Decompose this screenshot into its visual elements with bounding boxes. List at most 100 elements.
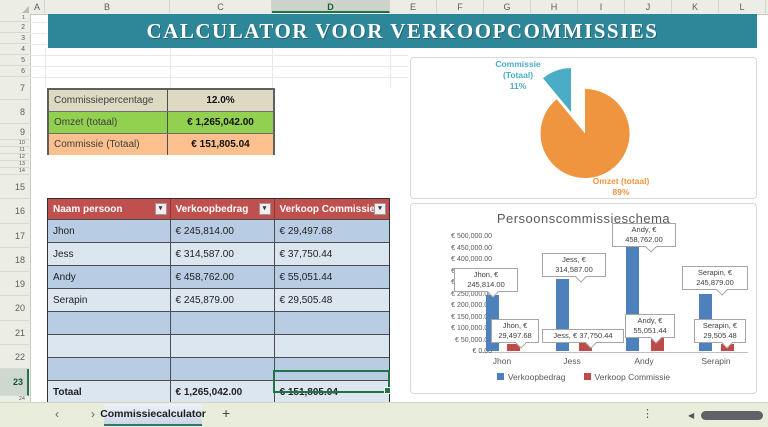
total-label-cell[interactable]: Totaal	[48, 381, 171, 403]
table-cell[interactable]: € 29,497.68	[279, 225, 333, 237]
table-cell[interactable]	[48, 312, 171, 334]
data-label-callout: Jhon, € 29,497.68	[491, 319, 539, 349]
new-sheet-button[interactable]: +	[222, 405, 231, 421]
row-header-18[interactable]: 18	[0, 248, 29, 272]
row-header-13[interactable]: 13	[0, 161, 29, 168]
summary-label[interactable]: Commissie (Totaal)	[49, 134, 168, 155]
filter-dropdown-icon[interactable]: ▾	[154, 203, 167, 215]
table-total-row: Totaal € 1,265,042.00 € 151,805.04	[48, 380, 389, 403]
column-header-H[interactable]: H	[531, 0, 578, 13]
table-cell[interactable]	[275, 358, 390, 380]
summary-value[interactable]: 12.0%	[206, 95, 235, 106]
table-row: Andy € 458,762.00 € 55,051.44	[48, 265, 389, 288]
col-header-verkoop-commissie[interactable]: Verkoop Commissie ▾	[275, 199, 390, 219]
table-cell[interactable]: € 245,814.00	[171, 220, 275, 242]
data-label-callout: Jhon, € 245,814.00	[454, 268, 518, 298]
row-header-3[interactable]: 3	[0, 33, 29, 44]
table-cell[interactable]: Jess	[48, 243, 171, 265]
gridline	[30, 22, 47, 23]
table-cell[interactable]: € 37,750.44	[279, 248, 333, 260]
summary-value[interactable]: € 1,265,042.00	[187, 117, 254, 128]
total-verkoopbedrag-cell[interactable]: € 1,265,042.00	[171, 381, 275, 403]
row-header-11[interactable]: 11	[0, 147, 29, 154]
select-all-corner[interactable]	[0, 0, 31, 15]
table-cell[interactable]: € 29,505.48	[279, 294, 333, 306]
row-header-16[interactable]: 16	[0, 199, 29, 224]
filter-dropdown-icon[interactable]: ▾	[258, 203, 271, 215]
table-cell[interactable]: Andy	[48, 266, 171, 288]
filter-dropdown-icon[interactable]: ▾	[374, 203, 386, 215]
summary-table: Commissiepercentage 12.0% Omzet (totaal)…	[47, 88, 275, 155]
row-header-19[interactable]: 19	[0, 272, 29, 296]
table-cell[interactable]: € 55,051.44	[279, 271, 333, 283]
select-all-triangle-icon	[22, 6, 29, 13]
column-header-J[interactable]: J	[625, 0, 672, 13]
row-header-15[interactable]: 15	[0, 175, 29, 199]
column-header-D[interactable]: D	[272, 0, 390, 13]
more-options-icon[interactable]: ⋮	[642, 408, 653, 420]
row-header-6[interactable]: 6	[0, 66, 29, 77]
row-header-12[interactable]: 12	[0, 154, 29, 161]
x-axis-line	[479, 352, 748, 353]
summary-value[interactable]: € 151,805.04	[191, 139, 250, 150]
column-header-C[interactable]: C	[170, 0, 272, 13]
table-cell[interactable]: € 314,587.00	[171, 243, 275, 265]
category-label-serapin: Serapin	[701, 356, 731, 366]
row-header-4[interactable]: 4	[0, 44, 29, 55]
column-header-K[interactable]: K	[672, 0, 719, 13]
y-axis-tick-label: € 50,000.00	[455, 336, 492, 344]
table-cell[interactable]	[171, 335, 275, 357]
row-header-5[interactable]: 5	[0, 55, 29, 66]
callout-tail-icon	[575, 270, 587, 283]
pie-chart[interactable]: Commissie (Totaal) 11% Omzet (totaal) 89…	[410, 57, 757, 199]
row-header-2[interactable]: 2	[0, 22, 29, 33]
row-header-21[interactable]: 21	[0, 321, 29, 345]
col-header-naam-persoon[interactable]: Naam persoon ▾	[48, 199, 171, 219]
page-title: CALCULATOR VOOR VERKOOPCOMMISSIES	[146, 18, 659, 43]
horizontal-scrollbar-thumb[interactable]	[701, 411, 763, 420]
table-cell[interactable]: € 245,879.00	[171, 289, 275, 311]
row-header-strip: 1 2 3 4 5 6 7 8 9 10 11 12 13 14 15 16 17 18 19 20 21 22 23 24	[0, 14, 31, 403]
table-row	[48, 334, 389, 357]
row-header-8[interactable]: 8	[0, 100, 29, 124]
summary-label[interactable]: Commissiepercentage	[49, 90, 168, 111]
sheet-tab-commissiecalculator[interactable]: Commissiecalculator	[100, 404, 206, 426]
table-cell[interactable]	[48, 335, 171, 357]
table-cell[interactable]	[275, 312, 390, 334]
table-cell[interactable]	[171, 358, 275, 380]
legend-item-verkoopbedrag: Verkoopbedrag	[496, 372, 566, 382]
table-cell[interactable]: € 458,762.00	[171, 266, 275, 288]
table-cell[interactable]	[171, 312, 275, 334]
next-sheet-button[interactable]: ›	[91, 407, 95, 421]
y-axis-tick-label: € 500,000.00	[451, 233, 492, 240]
row-header-17[interactable]: 17	[0, 224, 29, 248]
table-cell[interactable]	[275, 335, 390, 357]
row-header-7[interactable]: 7	[0, 77, 29, 100]
column-header-L[interactable]: L	[719, 0, 766, 13]
table-cell[interactable]: Serapin	[48, 289, 171, 311]
row-header-10[interactable]: 10	[0, 140, 29, 147]
row-header-20[interactable]: 20	[0, 296, 29, 321]
column-header-E[interactable]: E	[390, 0, 437, 13]
prev-sheet-button[interactable]: ‹	[55, 407, 59, 421]
col-header-verkoopbedrag[interactable]: Verkoopbedrag ▾	[171, 199, 275, 219]
title-banner: CALCULATOR VOOR VERKOOPCOMMISSIES	[48, 14, 757, 48]
column-header-G[interactable]: G	[484, 0, 531, 13]
table-cell[interactable]: Jhon	[48, 220, 171, 242]
row-header-9[interactable]: 9	[0, 124, 29, 140]
column-header-I[interactable]: I	[578, 0, 625, 13]
table-cell[interactable]	[48, 358, 171, 380]
row-header-22[interactable]: 22	[0, 345, 29, 369]
row-header-23[interactable]: 23	[0, 369, 29, 396]
row-header-1[interactable]: 1	[0, 14, 29, 22]
column-header-B[interactable]: B	[45, 0, 170, 13]
scroll-left-icon[interactable]: ◀	[688, 411, 695, 420]
summary-label[interactable]: Omzet (totaal)	[49, 112, 168, 133]
total-commissie-cell[interactable]: € 151,805.04	[279, 386, 338, 398]
pie-label-text: Omzet (totaal)	[592, 176, 650, 186]
column-header-F[interactable]: F	[437, 0, 484, 13]
column-header-A[interactable]: A	[30, 0, 45, 13]
bar-chart[interactable]: Persoonscommissieschema Verkoopbedrag Ve…	[410, 203, 757, 394]
row-header-14[interactable]: 14	[0, 168, 29, 175]
data-label-callout: Serapin, € 245,879.00	[682, 266, 748, 296]
